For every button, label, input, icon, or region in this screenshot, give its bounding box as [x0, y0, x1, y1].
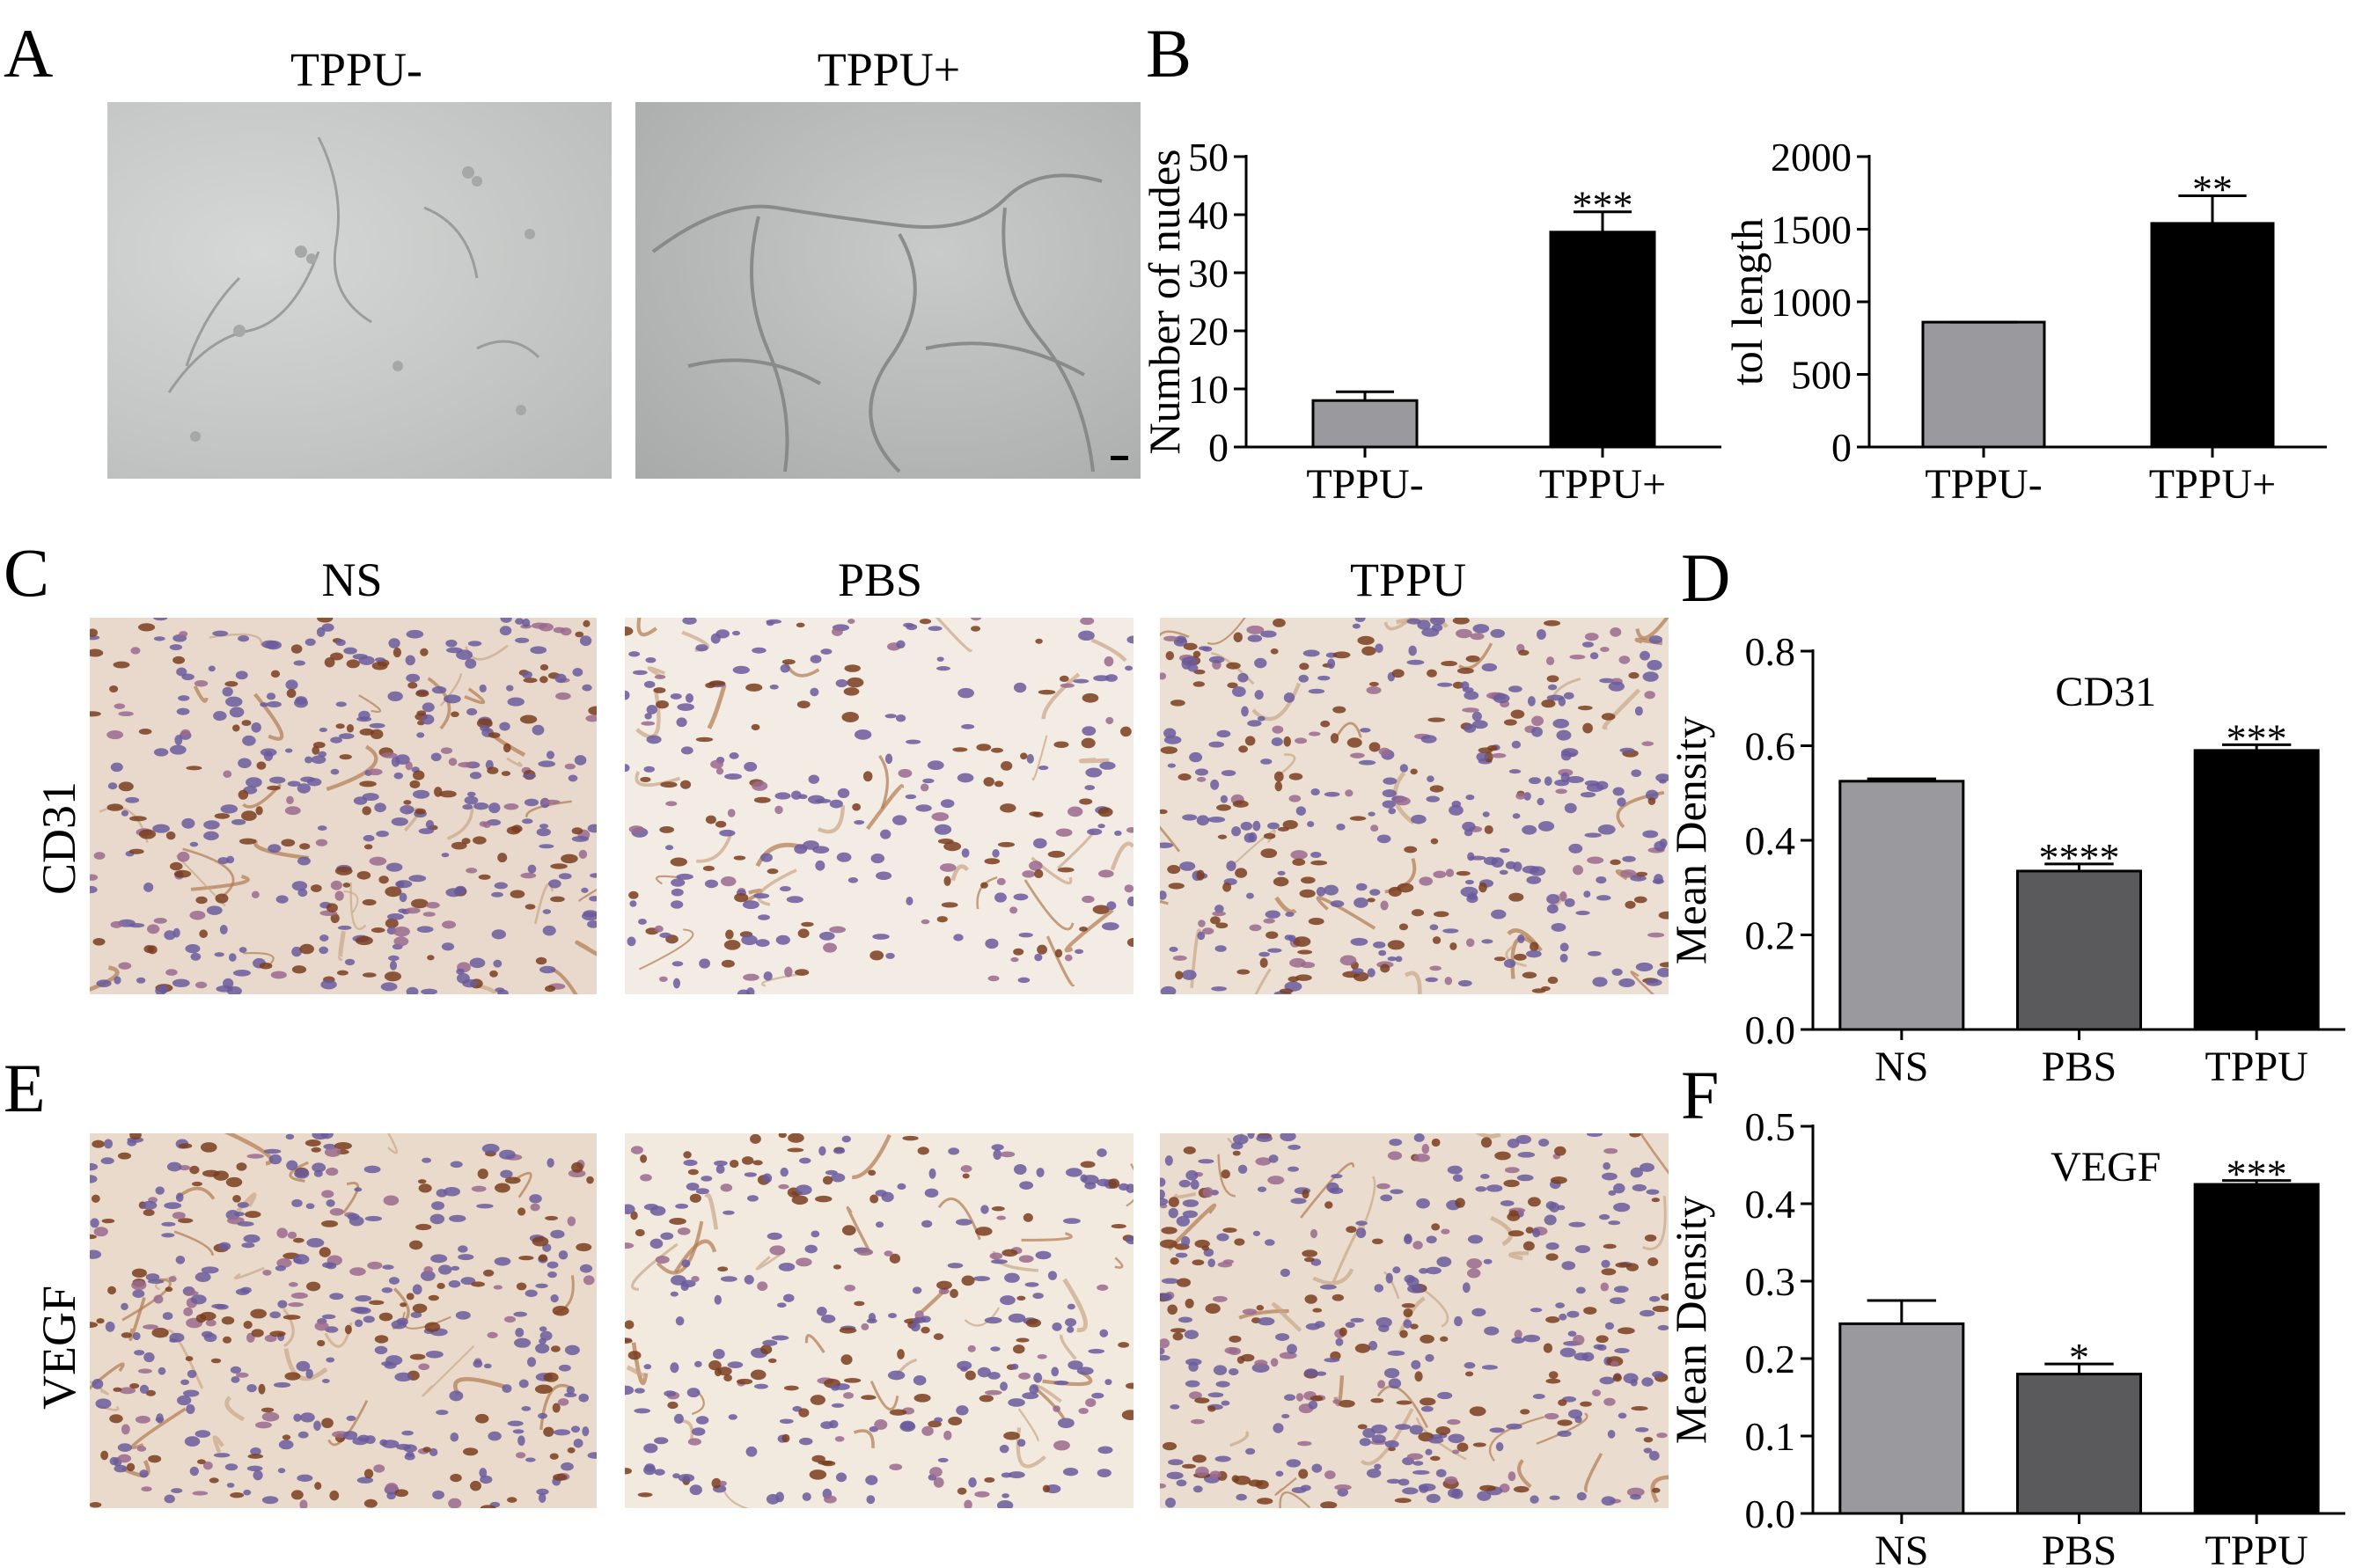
- x-tick-label: TPPU: [2205, 1044, 2307, 1090]
- panel-c-title-tppu: TPPU: [1349, 553, 1467, 606]
- bar: [2150, 222, 2275, 449]
- significance-marker: ****: [2039, 835, 2120, 880]
- significance-marker: ***: [2227, 1152, 2287, 1197]
- micrograph-tppu-plus: [635, 102, 1141, 479]
- y-tick-label: 0.5: [1745, 1109, 1796, 1149]
- bar: [1311, 399, 1419, 449]
- significance-marker: *: [2069, 1335, 2089, 1380]
- ihc-vegf-ns: [90, 1133, 597, 1508]
- ihc-vegf-pbs: [625, 1133, 1133, 1508]
- micrograph-tppu-minus: [107, 102, 612, 479]
- tissue-texture: [1160, 618, 1669, 994]
- x-tick-label: TPPU: [2205, 1528, 2307, 1568]
- y-tick-label: 0: [1208, 425, 1229, 470]
- y-tick-label: 50: [1188, 135, 1229, 180]
- y-axis-label: tol length: [1725, 218, 1772, 385]
- row-label-vegf: VEGF: [33, 1285, 85, 1410]
- chart-d-cd31: 0.0 0.2 0.4 0.6 0.8 Mean Density CD31 NS **** PBS…: [1672, 629, 2345, 1090]
- y-tick-label: 40: [1188, 193, 1229, 238]
- y-tick-label: 500: [1791, 353, 1852, 398]
- significance-marker: ***: [2227, 715, 2287, 760]
- y-tick-label: 30: [1188, 251, 1229, 296]
- y-tick-label: 1000: [1771, 280, 1852, 325]
- y-axis-label: Mean Density: [1672, 1196, 1715, 1444]
- y-tick-label: 20: [1188, 309, 1229, 354]
- significance-marker: ***: [1573, 183, 1633, 228]
- y-tick-label: 0.4: [1745, 818, 1796, 863]
- x-tick-label: TPPU+: [2149, 461, 2276, 508]
- panel-a-title-tppu-minus: TPPU-: [290, 43, 423, 96]
- x-tick-label: NS: [1874, 1528, 1928, 1568]
- y-tick-label: 10: [1188, 367, 1229, 412]
- chart-title: VEGF: [2051, 1144, 2161, 1191]
- panel-label-a: A: [4, 15, 54, 92]
- y-tick-label: 2000: [1771, 135, 1852, 180]
- panel-c-title-pbs: PBS: [837, 553, 923, 606]
- x-tick-label: PBS: [2042, 1528, 2117, 1568]
- ihc-cd31-ns: [90, 618, 597, 994]
- ihc-cd31-pbs: [625, 618, 1133, 994]
- tissue-texture: [90, 618, 597, 994]
- tissue-texture: [90, 1133, 597, 1508]
- panel-label-c: C: [4, 534, 50, 611]
- y-tick-label: 0.6: [1745, 724, 1796, 769]
- x-tick-label: TPPU-: [1306, 461, 1423, 508]
- bar: [1921, 320, 2046, 449]
- y-tick-label: 0.1: [1745, 1414, 1796, 1459]
- y-tick-label: 0.2: [1745, 1337, 1796, 1381]
- bar: [2016, 1373, 2142, 1515]
- tissue-texture: [625, 1133, 1133, 1508]
- bar: [2016, 869, 2142, 1031]
- bar: [2193, 1183, 2320, 1515]
- significance-marker: **: [2192, 167, 2233, 212]
- chart-title: CD31: [2055, 669, 2156, 715]
- tissue-texture: [625, 618, 1133, 994]
- x-tick-label: TPPU+: [1539, 461, 1666, 508]
- y-axis-label: Mean Density: [1672, 716, 1715, 964]
- ihc-cd31-tppu: [1160, 618, 1669, 994]
- x-tick-label: NS: [1874, 1044, 1928, 1090]
- row-label-cd31: CD31: [33, 780, 85, 895]
- bar: [1838, 1322, 1965, 1515]
- panel-c-title-ns: NS: [321, 553, 383, 606]
- y-tick-label: 0.0: [1745, 1007, 1796, 1052]
- y-tick-label: 0.8: [1745, 629, 1796, 674]
- x-tick-label: PBS: [2042, 1044, 2117, 1090]
- bar: [1838, 780, 1965, 1031]
- bar: [2193, 749, 2320, 1031]
- panel-a-title-tppu-plus: TPPU+: [817, 43, 961, 96]
- y-tick-label: 0.2: [1745, 913, 1796, 958]
- panel-label-d: D: [1681, 539, 1731, 616]
- panel-label-e: E: [4, 1050, 46, 1126]
- y-tick-label: 1500: [1771, 208, 1852, 253]
- y-axis-label: Number of nudes: [1144, 149, 1189, 454]
- y-tick-label: 0.3: [1745, 1259, 1796, 1304]
- ihc-vegf-tppu: [1160, 1133, 1669, 1508]
- x-tick-label: TPPU-: [1925, 461, 2042, 508]
- panel-label-b: B: [1146, 15, 1192, 92]
- chart-b-total-length: 0 500 1000 1500 2000 tol length TPPU- ** TPPU+: [1725, 135, 2327, 508]
- y-tick-label: 0: [1831, 425, 1852, 470]
- tissue-texture: [1160, 1133, 1669, 1508]
- y-tick-label: 0.4: [1745, 1182, 1796, 1227]
- bar: [1549, 231, 1656, 449]
- y-tick-label: 0.0: [1745, 1491, 1796, 1536]
- chart-f-vegf: 0.0 0.1 0.2 0.3 0.4 0.5 Mean Density VEGF NS * PBS…: [1672, 1109, 2345, 1568]
- panel-label-f: F: [1681, 1057, 1720, 1133]
